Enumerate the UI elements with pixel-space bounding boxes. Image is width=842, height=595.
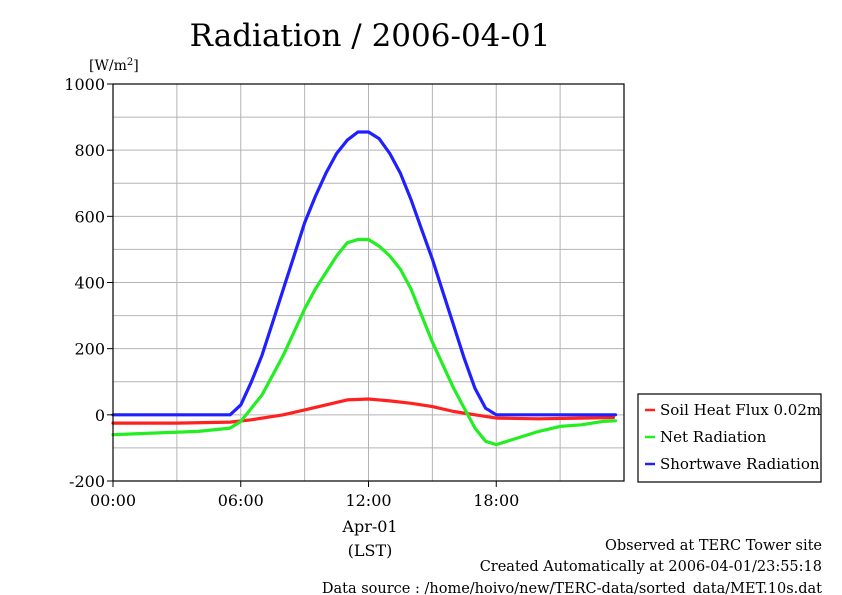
chart-title: Radiation / 2006-04-01 <box>190 18 551 54</box>
series-line-0 <box>111 397 615 425</box>
footer-created: Created Automatically at 2006-04-01/23:5… <box>480 559 822 575</box>
x-tick-label: 06:00 <box>218 491 264 510</box>
legend-label-0: Soil Heat Flux 0.02m <box>660 401 821 419</box>
y-axis-unit: [W/m2] <box>89 57 139 74</box>
y-tick-label: 200 <box>74 340 105 359</box>
footer-observed: Observed at TERC Tower site <box>605 538 822 554</box>
footer-source: Data source : /home/hoivo/new/TERC-data/… <box>322 581 822 595</box>
x-axis-date-label: Apr-01 <box>341 517 397 536</box>
legend-label-1: Net Radiation <box>660 428 767 446</box>
y-tick-label: 1000 <box>64 75 105 94</box>
series-lines <box>111 130 618 447</box>
y-tick-label: -200 <box>69 472 105 491</box>
series-line-2 <box>111 130 618 417</box>
y-tick-label: 0 <box>95 406 105 425</box>
y-axis: 1000 800 600 400 200 0 -200 <box>64 75 113 491</box>
y-tick-label: 800 <box>74 141 105 160</box>
legend-box <box>637 393 822 483</box>
y-tick-label: 400 <box>74 274 105 293</box>
x-tick-label: 12:00 <box>345 491 391 510</box>
legend-label-2: Shortwave Radiation <box>660 455 820 473</box>
x-axis-label: (LST) <box>348 541 393 560</box>
x-axis: 00:00 06:00 12:00 18:00 <box>90 481 519 510</box>
x-tick-label: 18:00 <box>473 491 519 510</box>
series-line-1 <box>111 237 618 447</box>
y-tick-label: 600 <box>74 207 105 226</box>
x-tick-label: 00:00 <box>90 491 136 510</box>
legend: Soil Heat Flux 0.02m Net Radiation Shortwa… <box>637 393 822 483</box>
